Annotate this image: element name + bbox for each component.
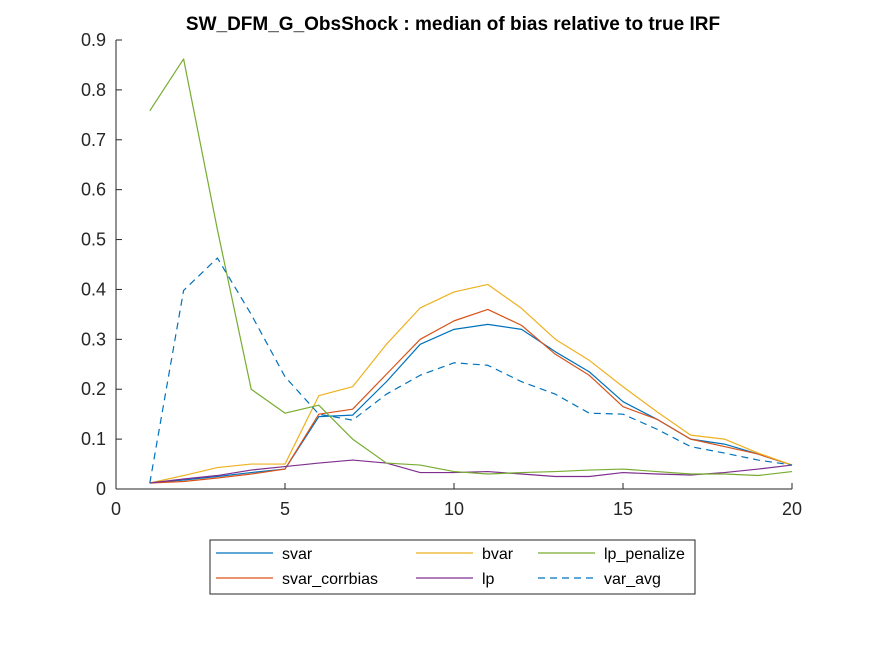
legend-label-var-avg: var_avg — [604, 571, 661, 588]
legend-label-svar: svar — [282, 546, 313, 563]
plot-area — [149, 58, 793, 484]
series-line-bvar — [149, 283, 793, 484]
y-tick-label: 0 — [96, 479, 106, 499]
chart-title: SW_DFM_G_ObsShock : median of bias relat… — [186, 14, 720, 35]
x-tick-label: 20 — [782, 499, 802, 519]
legend-label-lp: lp — [482, 571, 495, 588]
y-tick-label: 0.9 — [81, 30, 106, 50]
axes: 0 5 10 15 20 0 0.1 0.2 0.3 0.4 0.5 0.6 0.7 0.8 0.9 — [81, 30, 802, 519]
legend-label-bvar: bvar — [482, 546, 514, 563]
legend: svar bvar lp_penalize svar_corrbias lp var_av… — [209, 539, 696, 595]
series-line-lp-penalize — [149, 58, 793, 477]
y-tick-label: 0.2 — [81, 379, 106, 399]
y-tick-label: 0.8 — [81, 80, 106, 100]
y-tick-label: 0.3 — [81, 329, 106, 349]
x-tick-label: 5 — [280, 499, 290, 519]
y-tick-label: 0.1 — [81, 429, 106, 449]
y-tick-label: 0.5 — [81, 230, 106, 250]
legend-box — [209, 539, 696, 595]
series-line-lp — [149, 459, 793, 484]
y-tick-label: 0.7 — [81, 130, 106, 150]
y-tick-label: 0.6 — [81, 180, 106, 200]
series-line-svar-corrbias — [149, 308, 793, 484]
y-tick-label: 0.4 — [81, 279, 106, 299]
legend-label-svar-corrbias: svar_corrbias — [282, 571, 378, 588]
x-tick-label: 0 — [111, 499, 121, 519]
x-tick-label: 15 — [613, 499, 633, 519]
series-line-var-avg — [149, 257, 793, 484]
legend-label-lp-penalize: lp_penalize — [604, 546, 685, 563]
x-tick-label: 10 — [444, 499, 464, 519]
